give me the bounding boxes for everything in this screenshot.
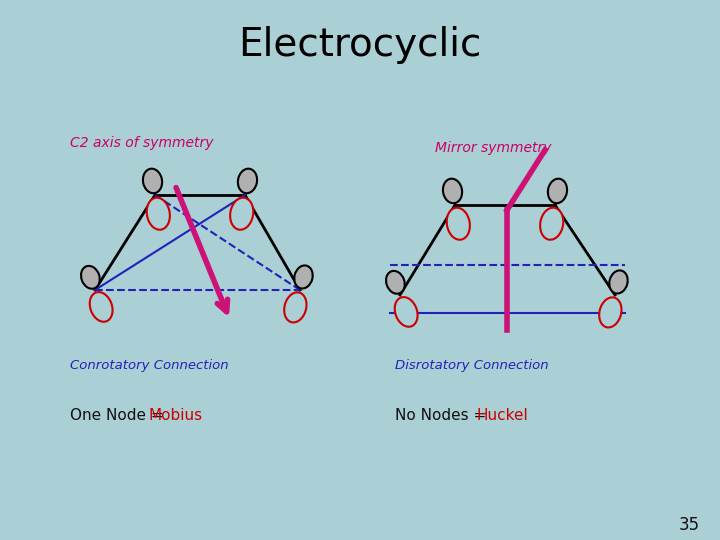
Ellipse shape xyxy=(230,198,253,230)
Text: Mirror symmetry: Mirror symmetry xyxy=(435,141,552,155)
Text: Conrotatory Connection: Conrotatory Connection xyxy=(70,359,229,372)
Text: 35: 35 xyxy=(679,516,700,534)
Text: Huckel: Huckel xyxy=(477,408,528,422)
Text: Mobius: Mobius xyxy=(148,408,202,422)
Ellipse shape xyxy=(395,297,418,327)
Ellipse shape xyxy=(81,266,100,289)
Ellipse shape xyxy=(90,292,112,322)
Ellipse shape xyxy=(540,208,563,240)
Text: No Nodes =: No Nodes = xyxy=(395,408,491,422)
Text: Disrotatory Connection: Disrotatory Connection xyxy=(395,359,549,372)
Ellipse shape xyxy=(443,179,462,203)
Ellipse shape xyxy=(599,298,621,327)
Ellipse shape xyxy=(147,198,170,230)
Text: C2 axis of symmetry: C2 axis of symmetry xyxy=(70,136,214,150)
Text: Electrocyclic: Electrocyclic xyxy=(238,26,482,64)
Text: One Node =: One Node = xyxy=(70,408,168,422)
Ellipse shape xyxy=(143,168,162,193)
Ellipse shape xyxy=(284,292,307,322)
Ellipse shape xyxy=(386,271,405,294)
Ellipse shape xyxy=(548,179,567,203)
Ellipse shape xyxy=(238,168,257,193)
Ellipse shape xyxy=(609,271,628,294)
Ellipse shape xyxy=(446,208,470,240)
Ellipse shape xyxy=(294,266,312,288)
